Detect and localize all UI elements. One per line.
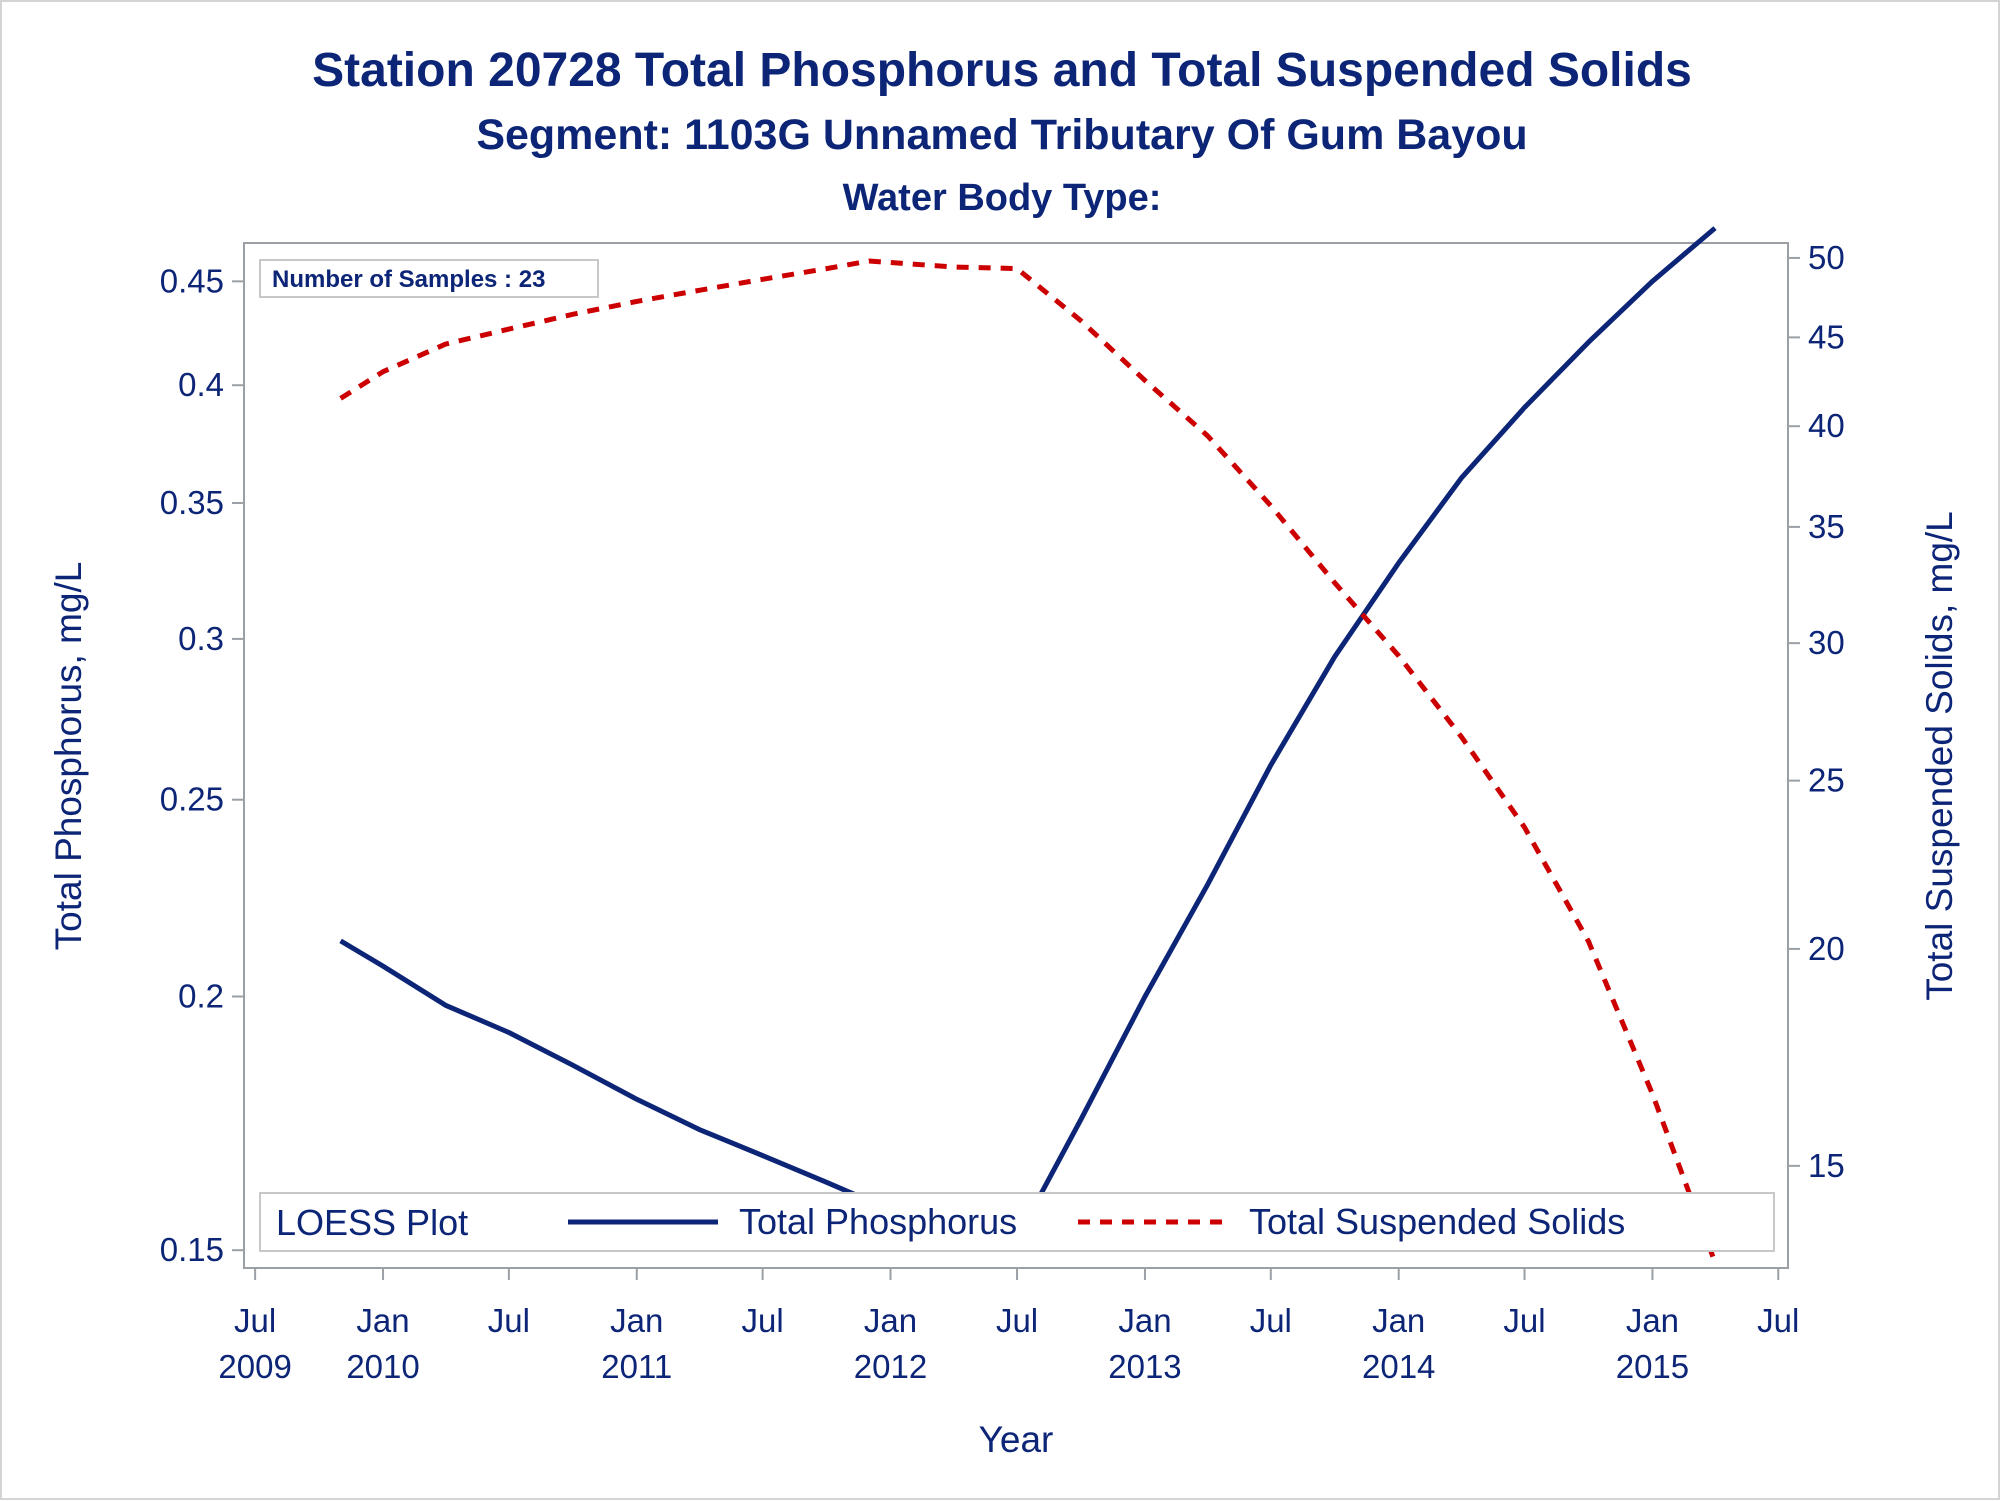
y-right-tick-label: 20	[1808, 930, 1845, 967]
y-axis-left: 0.15 0.2 0.25 0.3 0.35 0.4 0.45	[160, 262, 244, 1268]
samples-inset-label: Number of Samples : 23	[272, 266, 545, 293]
y-right-tick-label: 50	[1808, 239, 1845, 276]
x-tick-label: Jul	[488, 1302, 530, 1339]
plot-area	[243, 242, 1789, 1269]
x-tick-label: 2011	[601, 1348, 672, 1385]
x-tick-label: Jul	[1250, 1302, 1292, 1339]
legend: LOESS Plot Total Phosphorus Total Suspen…	[259, 1192, 1775, 1252]
y-right-tick-label: 35	[1808, 508, 1845, 545]
samples-inset: Number of Samples : 23	[259, 259, 599, 298]
y-axis-right-label: Total Suspended Solids, mg/L	[1919, 511, 1960, 1001]
chart-title: Station 20728 Total Phosphorus and Total…	[312, 44, 1692, 97]
series-layer	[339, 226, 1718, 1264]
y-right-tick-label: 40	[1808, 407, 1845, 444]
series-line-total-suspended-solids	[339, 258, 1718, 1264]
y-left-tick-label: 0.3	[178, 620, 224, 657]
x-tick-label: Jul	[742, 1302, 784, 1339]
legend-title: LOESS Plot	[276, 1202, 468, 1243]
x-tick-label: 2009	[218, 1348, 291, 1385]
x-tick-label: 2013	[1108, 1348, 1181, 1385]
y-left-tick-label: 0.4	[178, 366, 224, 403]
y-right-tick-label: 30	[1808, 624, 1845, 661]
samples-inset-box	[259, 259, 599, 298]
y-axis-right: 15 20 25 30 35 40 45 50	[1788, 239, 1845, 1184]
legend-label-phosphorus: Total Phosphorus	[739, 1201, 1017, 1242]
y-right-tick-label: 45	[1808, 318, 1845, 355]
x-tick-label: Jan	[1372, 1302, 1425, 1339]
chart-subtitle: Segment: 1103G Unnamed Tributary Of Gum …	[476, 111, 1527, 159]
x-tick-label: Jul	[234, 1302, 276, 1339]
y-left-tick-label: 0.2	[178, 977, 224, 1014]
x-tick-label: Jul	[996, 1302, 1038, 1339]
x-tick-label: Jan	[1118, 1302, 1171, 1339]
legend-box	[259, 1192, 1775, 1252]
x-tick-label: Jan	[356, 1302, 409, 1339]
x-axis-label: Year	[979, 1419, 1054, 1460]
y-left-tick-label: 0.35	[160, 484, 224, 521]
x-tick-label: 2014	[1362, 1348, 1435, 1385]
x-tick-label: 2015	[1616, 1348, 1689, 1385]
x-tick-label: 2012	[854, 1348, 927, 1385]
y-axis-left-label: Total Phosphorus, mg/L	[48, 562, 89, 951]
y-left-tick-label: 0.45	[160, 262, 224, 299]
y-left-tick-label: 0.15	[160, 1231, 224, 1268]
legend-label-suspended-solids: Total Suspended Solids	[1249, 1201, 1625, 1242]
x-axis: Jul 2009 Jan 2010 Jul Jan 2011 Jul Jan 2012 Jul Jan…	[218, 1268, 1799, 1385]
y-right-tick-label: 15	[1808, 1147, 1845, 1184]
y-right-tick-label: 25	[1808, 762, 1845, 799]
x-tick-label: Jul	[1503, 1302, 1545, 1339]
x-tick-label: Jul	[1757, 1302, 1799, 1339]
y-left-tick-label: 0.25	[160, 781, 224, 818]
chart-subtitle-2: Water Body Type:	[843, 177, 1162, 219]
x-tick-label: 2010	[346, 1348, 419, 1385]
x-tick-label: Jan	[610, 1302, 663, 1339]
x-tick-label: Jan	[1626, 1302, 1679, 1339]
x-tick-label: Jan	[864, 1302, 917, 1339]
series-line-total-phosphorus	[339, 226, 1717, 1241]
